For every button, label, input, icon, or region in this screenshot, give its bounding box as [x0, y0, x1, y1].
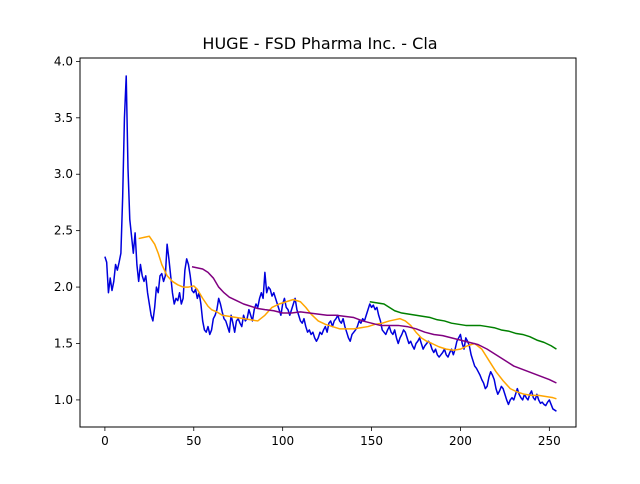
y-tick-label: 2.0 — [54, 280, 73, 294]
series-line-2 — [138, 235, 557, 400]
x-tick-label: 200 — [449, 434, 472, 448]
series-line-1 — [104, 75, 557, 412]
plot-area — [104, 75, 557, 412]
series-line-3 — [191, 266, 557, 384]
y-tick-label: 1.0 — [54, 393, 73, 407]
y-tick-label: 3.5 — [54, 111, 73, 125]
y-tick-label: 2.5 — [54, 224, 73, 238]
x-axis: 0 50 100 150 200 250 — [101, 427, 561, 448]
series-line-4 — [369, 300, 557, 350]
y-tick-label: 4.0 — [54, 54, 73, 68]
y-tick-label: 1.5 — [54, 336, 73, 350]
y-tick-label: 3.0 — [54, 167, 73, 181]
y-axis: 1.0 1.5 2.0 2.5 3.0 3.5 4.0 — [54, 54, 80, 407]
x-tick-label: 0 — [101, 434, 109, 448]
x-tick-label: 100 — [271, 434, 294, 448]
x-tick-label: 50 — [186, 434, 201, 448]
x-tick-label: 250 — [538, 434, 561, 448]
x-tick-label: 150 — [360, 434, 383, 448]
chart-title: HUGE - FSD Pharma Inc. - Cla — [202, 34, 437, 53]
axes-frame — [79, 57, 577, 428]
